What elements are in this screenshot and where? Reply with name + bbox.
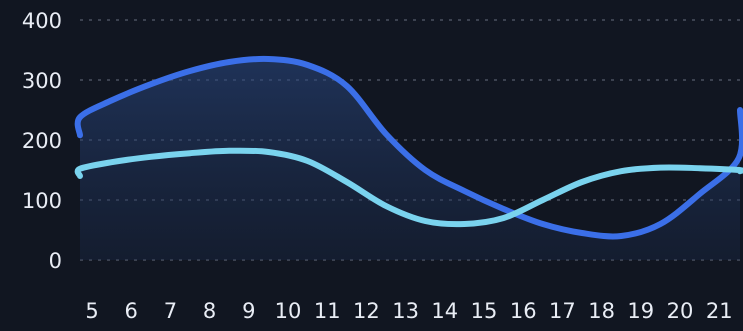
x-tick-label: 16 [510,299,537,323]
x-tick-label: 19 [627,299,654,323]
x-tick-label: 20 [667,299,694,323]
x-tick-label: 21 [706,299,733,323]
series-line-2 [74,147,743,228]
x-tick-label: 13 [392,299,419,323]
line-layer [74,55,743,240]
x-tick-label: 9 [242,299,255,323]
x-tick-label: 6 [125,299,138,323]
y-tick-label: 200 [22,129,62,153]
y-tick-label: 400 [22,9,62,33]
x-tick-label: 18 [588,299,615,323]
x-axis: 5 6 7 8 9 10 11 12 13 14 15 16 17 18 19 20 21 [85,299,732,323]
y-axis: 0 100 200 300 400 [22,9,62,273]
y-tick-label: 300 [22,69,62,93]
x-tick-label: 15 [471,299,498,323]
x-tick-label: 10 [275,299,302,323]
x-tick-label: 5 [85,299,98,323]
x-tick-label: 12 [353,299,380,323]
series-line-1 [74,55,743,240]
y-tick-label: 0 [49,249,62,273]
x-tick-label: 17 [549,299,576,323]
y-tick-label: 100 [22,189,62,213]
x-tick-label: 7 [164,299,177,323]
x-tick-label: 8 [203,299,216,323]
x-tick-label: 11 [314,299,341,323]
x-tick-label: 14 [431,299,458,323]
